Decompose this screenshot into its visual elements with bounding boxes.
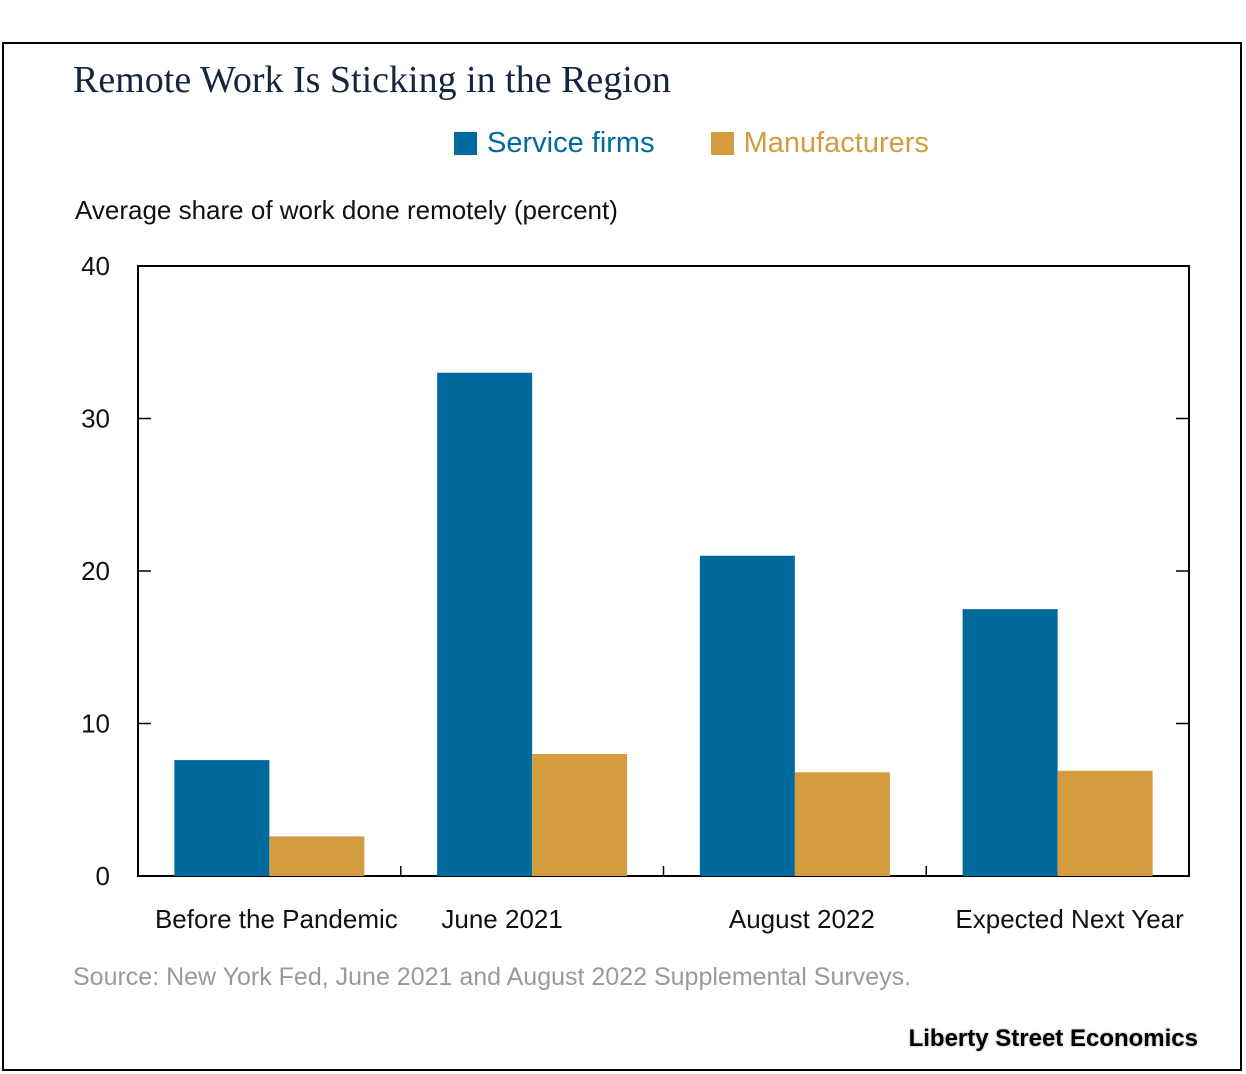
bar-service-firms [699,555,795,876]
x-tick-label: June 2021 [441,904,562,934]
chart-frame [2,42,1242,1071]
x-tick-label: Before the Pandemic [155,904,398,934]
legend-swatch-manufacturers [710,131,734,155]
legend-swatch-service-firms [454,131,477,155]
y-tick-label: 20 [81,556,110,586]
y-tick-label: 30 [81,404,110,434]
bar-manufacturers [269,836,365,876]
x-tick-label: Expected Next Year [955,904,1184,934]
bar-manufacturers [794,772,890,876]
chart-legend: Service firms Manufacturers [454,125,929,161]
bar-service-firms [437,372,533,876]
brand-logo-text: Liberty Street Economics [908,1025,1198,1052]
bar-service-firms [174,760,270,876]
source-note: Source: New York Fed, June 2021 and Augu… [73,963,912,991]
bar-manufacturers [532,754,628,876]
bar-manufacturers [1057,770,1153,876]
legend-label-manufacturers: Manufacturers [743,126,929,159]
legend-item-service-firms: Service firms [454,127,655,160]
y-tick-label: 10 [81,709,110,739]
legend-label-service-firms: Service firms [487,126,655,159]
legend-item-manufacturers: Manufacturers [710,126,929,160]
y-axis-label: Average share of work done remotely (per… [75,195,618,225]
y-tick-label: 40 [81,251,110,281]
y-tick-label: 0 [96,861,110,891]
bar-service-firms [962,609,1058,876]
x-tick-label: August 2022 [729,904,875,934]
chart-title: Remote Work Is Sticking in the Region [73,59,671,101]
